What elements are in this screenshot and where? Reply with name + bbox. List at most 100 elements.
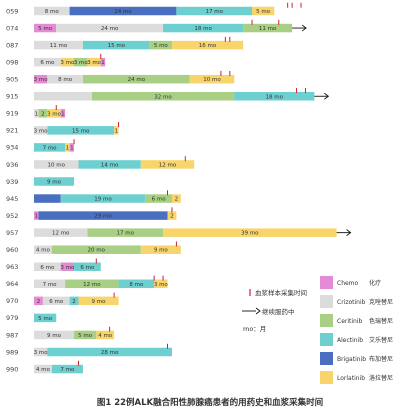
legend-name-en: Brigatinib <box>337 356 366 363</box>
patient-id: 970 <box>6 297 18 305</box>
patient-row: 945 19 mo 6 mo 2 <box>6 190 181 203</box>
segment-label: 11 mo <box>50 43 68 49</box>
patient-id: 979 <box>6 314 18 322</box>
sample-note: 血浆样本采集时间 <box>255 288 307 297</box>
treatment-segment-cer <box>38 109 48 118</box>
treatment-segment-cer <box>74 57 88 67</box>
segment-label: 4 mo <box>36 367 51 373</box>
treatment-segment-lor <box>171 40 244 50</box>
treatment-segment-cer <box>65 279 119 289</box>
treatment-segment-ale <box>47 126 115 135</box>
figure-caption: 图1 22例ALK融合阳性肺腺癌患者的用药史和血浆采集时间 <box>97 397 323 408</box>
treatment-segment-criz <box>34 57 61 67</box>
patient-id: 059 <box>6 7 18 15</box>
segment-label: 6 mo <box>152 197 167 203</box>
treatment-segment-lor <box>163 228 337 237</box>
treatment-segment-chemo <box>69 143 75 152</box>
treatment-segment-chemo <box>34 211 39 220</box>
treatment-segment-criz <box>34 126 48 135</box>
treatment-segment-cer <box>149 40 172 50</box>
treatment-segment-criz <box>34 245 52 254</box>
treatment-segment-criz <box>34 262 61 271</box>
patient-id: 960 <box>6 246 18 254</box>
segment-label: 5 mo <box>38 316 53 322</box>
treatment-segment-ale <box>34 177 75 186</box>
segment-label: 3 mo <box>34 128 49 134</box>
treatment-segment-ale <box>60 194 146 203</box>
treatment-segment-ale <box>163 23 244 33</box>
patient-id: 964 <box>6 280 18 288</box>
legend-swatch <box>320 276 333 289</box>
segment-label: 3 mo <box>60 265 75 271</box>
segment-label: 5 mo <box>256 9 271 15</box>
segment-label: 24 mo <box>101 26 119 32</box>
treatment-segment-criz <box>34 6 70 16</box>
patient-row: 963 6 mo 3 mo 6 mo <box>6 258 101 271</box>
ongoing-arrow-head <box>301 24 307 32</box>
segment-label: 3 mo <box>60 60 75 66</box>
patient-row: 919 1 2 3 mo 1 <box>6 105 66 118</box>
segment-label: 15 mo <box>108 43 126 49</box>
treatment-segment-chemo <box>34 74 48 84</box>
treatment-segment-criz <box>34 279 66 289</box>
patient-row: 074 5 mo 24 mo 18 mo 11 mo <box>6 19 307 33</box>
treatment-segment-criz <box>34 160 79 169</box>
segment-label: 10 mo <box>203 77 221 83</box>
legend-name-en: Crizotinib <box>337 299 366 306</box>
treatment-segment-ale <box>78 160 141 169</box>
treatment-segment-chemo <box>60 109 66 118</box>
treatment-segment-lor <box>78 296 119 306</box>
segment-label: 4 mo <box>98 333 113 339</box>
ongoing-arrow-legend-head <box>255 307 261 315</box>
treatment-segment-cer <box>82 74 190 84</box>
legend-name-cn: 艾乐替尼 <box>369 336 393 344</box>
treatment-segment-chemo <box>60 262 75 271</box>
segment-label: 3 mo <box>47 111 62 117</box>
ongoing-note: 继续服药中 <box>262 307 295 316</box>
segment-label: 16 mo <box>199 43 217 49</box>
ongoing-arrow-head <box>324 92 330 100</box>
segment-label: 9 mo <box>47 333 62 339</box>
patient-row: 921 3 mo 15 mo 1 <box>6 122 120 135</box>
patient-id: 952 <box>6 212 18 220</box>
legend-item-ale: Alectinib 艾乐替尼 <box>320 333 393 346</box>
treatment-segment-ale <box>69 296 79 306</box>
segment-label: 8 mo <box>129 282 144 288</box>
treatment-segment-lor <box>189 74 235 84</box>
segment-label: 5 mo <box>154 43 169 49</box>
treatment-segment-ale <box>34 313 57 323</box>
treatment-segment-brig <box>34 194 61 203</box>
legend-name-en: Lorlatinib <box>337 375 365 382</box>
segment-label: 11 mo <box>259 26 277 32</box>
treatment-segment-criz <box>34 92 92 101</box>
patient-id: 921 <box>6 127 18 135</box>
treatment-segment-ale <box>74 262 101 271</box>
segment-label: 24 mo <box>128 77 146 83</box>
segment-label: 1 <box>61 111 65 117</box>
segment-label: 24 mo <box>114 9 132 15</box>
treatment-segment-ale <box>176 6 253 16</box>
patient-row: 936 10 mo 14 mo 12 mo <box>6 156 195 169</box>
patient-id: 987 <box>6 331 18 339</box>
segment-label: 8 mo <box>58 77 73 83</box>
segment-label: 32 mo <box>154 94 172 100</box>
segment-label: 1 <box>34 111 38 117</box>
segment-label: 6 mo <box>40 265 55 271</box>
segment-label: 6 mo <box>80 265 95 271</box>
treatment-segment-ale <box>51 364 83 374</box>
treatment-segment-cer <box>74 330 97 340</box>
segment-label: 2 <box>72 299 76 305</box>
segment-label: 5 mo <box>38 26 53 32</box>
legend-name-cn: 克唑替尼 <box>369 298 393 306</box>
legend-name-cn: 洛拉替尼 <box>369 374 393 382</box>
legend-swatch <box>320 314 333 327</box>
segment-label: 14 mo <box>101 162 119 168</box>
legend-name-cn: 布加替尼 <box>369 355 393 363</box>
segment-label: 7 mo <box>43 282 58 288</box>
segment-label: 9 mo <box>47 180 62 186</box>
legend-item-criz: Crizotinib 克唑替尼 <box>320 295 393 308</box>
treatment-segment-ale <box>34 143 66 152</box>
treatment-segment-lor <box>154 279 168 289</box>
treatment-segment-lor <box>114 126 119 135</box>
